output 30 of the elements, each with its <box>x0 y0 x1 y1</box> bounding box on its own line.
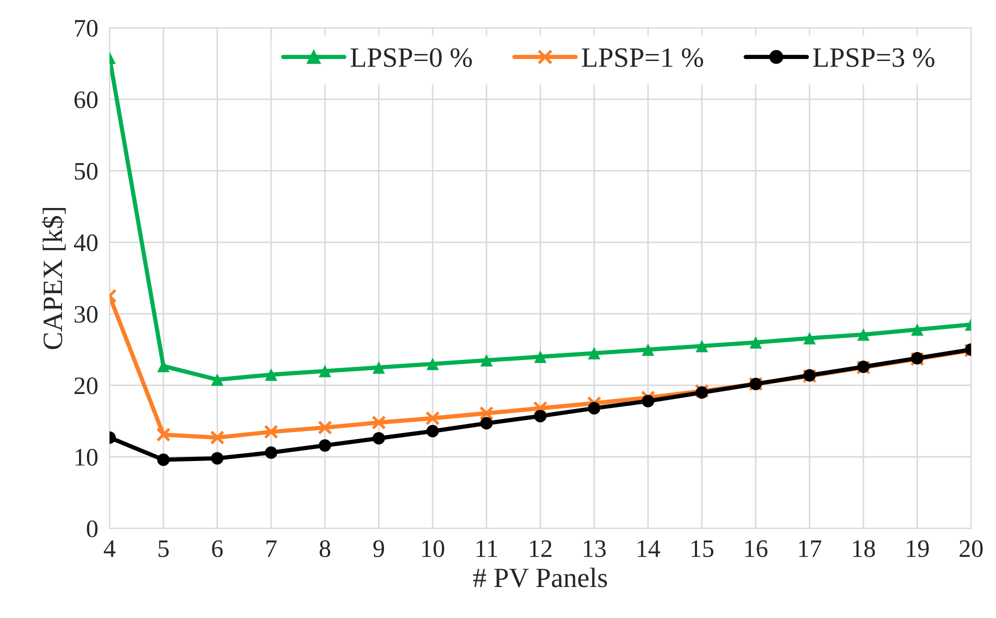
x-tick-label: 5 <box>158 540 169 558</box>
x-tick-label: 15 <box>692 540 714 558</box>
x-axis-title: # PV Panels <box>473 568 607 588</box>
x-tick-label: 4 <box>104 540 116 557</box>
legend-label: LPSP=3 % <box>813 48 934 68</box>
y-tick-label: 10 <box>76 448 98 466</box>
legend-label: LPSP=1 % <box>582 48 704 68</box>
x-tick-label: 7 <box>266 540 277 557</box>
y-tick-label: 70 <box>75 20 98 37</box>
x-tick-label: 8 <box>320 540 330 558</box>
legend-label: LPSP=0 % <box>350 48 472 68</box>
x-tick-label: 12 <box>530 540 552 557</box>
x-tick-label: 19 <box>906 540 929 558</box>
x-tick-label: 11 <box>476 540 498 557</box>
x-tick-label: 6 <box>212 540 223 558</box>
x-tick-label: 9 <box>373 540 384 558</box>
x-tick-label: 17 <box>799 540 822 557</box>
y-tick-label: 60 <box>74 91 98 108</box>
x-tick-label: 10 <box>422 540 444 558</box>
y-tick-label: 40 <box>74 234 98 252</box>
x-tick-label: 18 <box>853 540 875 558</box>
x-tick-label: 14 <box>638 540 660 557</box>
x-tick-label: 16 <box>745 540 768 558</box>
x-tick-label: 20 <box>960 540 983 558</box>
y-tick-label: 20 <box>74 377 98 394</box>
x-tick-label: 13 <box>584 540 606 558</box>
y-axis-title: CAPEX [k$] <box>42 208 66 350</box>
y-tick-label: 30 <box>74 306 98 323</box>
y-tick-label: 50 <box>74 162 98 180</box>
y-tick-label: 0 <box>86 520 98 538</box>
